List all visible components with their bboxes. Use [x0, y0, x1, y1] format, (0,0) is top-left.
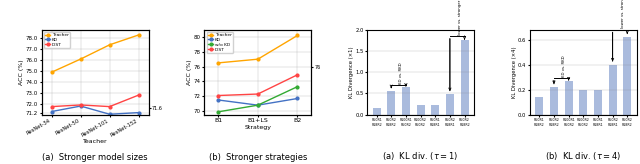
Text: (b)  Stronger strategies: (b) Stronger strategies	[209, 153, 307, 162]
w/o KD	[294, 86, 301, 88]
Bar	[550, 87, 558, 115]
Bar	[446, 94, 454, 115]
Line: w/o KD: w/o KD	[217, 85, 299, 113]
Bar	[579, 90, 588, 115]
Bar	[387, 91, 396, 115]
DIST	[134, 94, 142, 96]
Bar	[417, 105, 424, 115]
Text: KD vs. RKD: KD vs. RKD	[562, 55, 566, 77]
Bar	[609, 65, 616, 115]
Text: (b)  KL div. ($\tau = 4$): (b) KL div. ($\tau = 4$)	[545, 150, 621, 162]
KD	[294, 98, 301, 100]
DIST	[254, 93, 262, 95]
X-axis label: Teacher: Teacher	[83, 139, 108, 144]
Line: DIST: DIST	[217, 73, 299, 97]
Teacher	[294, 34, 301, 36]
Teacher	[106, 44, 113, 46]
X-axis label: Strategy: Strategy	[244, 125, 271, 130]
KD	[134, 112, 142, 114]
DIST	[48, 106, 56, 108]
Bar	[402, 87, 410, 115]
w/o KD	[214, 111, 222, 113]
Bar	[372, 108, 381, 115]
Teacher	[254, 58, 262, 60]
Line: KD: KD	[217, 97, 299, 107]
Line: Teacher: Teacher	[51, 34, 140, 73]
DIST	[77, 104, 84, 106]
Y-axis label: ACC (%): ACC (%)	[188, 59, 193, 85]
Line: Teacher: Teacher	[217, 34, 299, 64]
Bar	[594, 90, 602, 115]
Y-axis label: KL Divergence (×4): KL Divergence (×4)	[511, 46, 516, 98]
Legend: Teacher, KD, w/o KD, DIST: Teacher, KD, w/o KD, DIST	[207, 32, 233, 53]
KD	[48, 111, 56, 113]
Text: (a)  Stronger model sizes: (a) Stronger model sizes	[42, 153, 148, 162]
KD	[77, 105, 84, 107]
Text: lower vs. stronger: lower vs. stronger	[621, 0, 625, 28]
Teacher	[77, 58, 84, 60]
Bar	[623, 37, 631, 115]
Text: (a)  KL div. ($\tau = 1$): (a) KL div. ($\tau = 1$)	[383, 150, 459, 162]
Teacher	[214, 62, 222, 64]
KD	[106, 113, 113, 115]
Text: KD vs. RKD: KD vs. RKD	[399, 62, 403, 84]
Y-axis label: KL Divergence (×1): KL Divergence (×1)	[349, 46, 354, 98]
Line: DIST: DIST	[51, 94, 140, 108]
DIST	[294, 74, 301, 76]
DIST	[106, 106, 113, 108]
Bar	[431, 105, 439, 115]
Legend: Teacher, KD, DIST: Teacher, KD, DIST	[44, 32, 70, 48]
Teacher	[134, 34, 142, 36]
Bar	[461, 40, 468, 115]
Teacher	[48, 71, 56, 73]
Y-axis label: ACC (%): ACC (%)	[19, 59, 24, 85]
KD	[214, 99, 222, 101]
Text: lower vs. stronger: lower vs. stronger	[458, 0, 462, 35]
Bar	[535, 97, 543, 115]
DIST	[214, 94, 222, 96]
Bar	[564, 81, 573, 115]
Line: KD: KD	[51, 105, 140, 116]
w/o KD	[254, 104, 262, 106]
KD	[254, 104, 262, 106]
